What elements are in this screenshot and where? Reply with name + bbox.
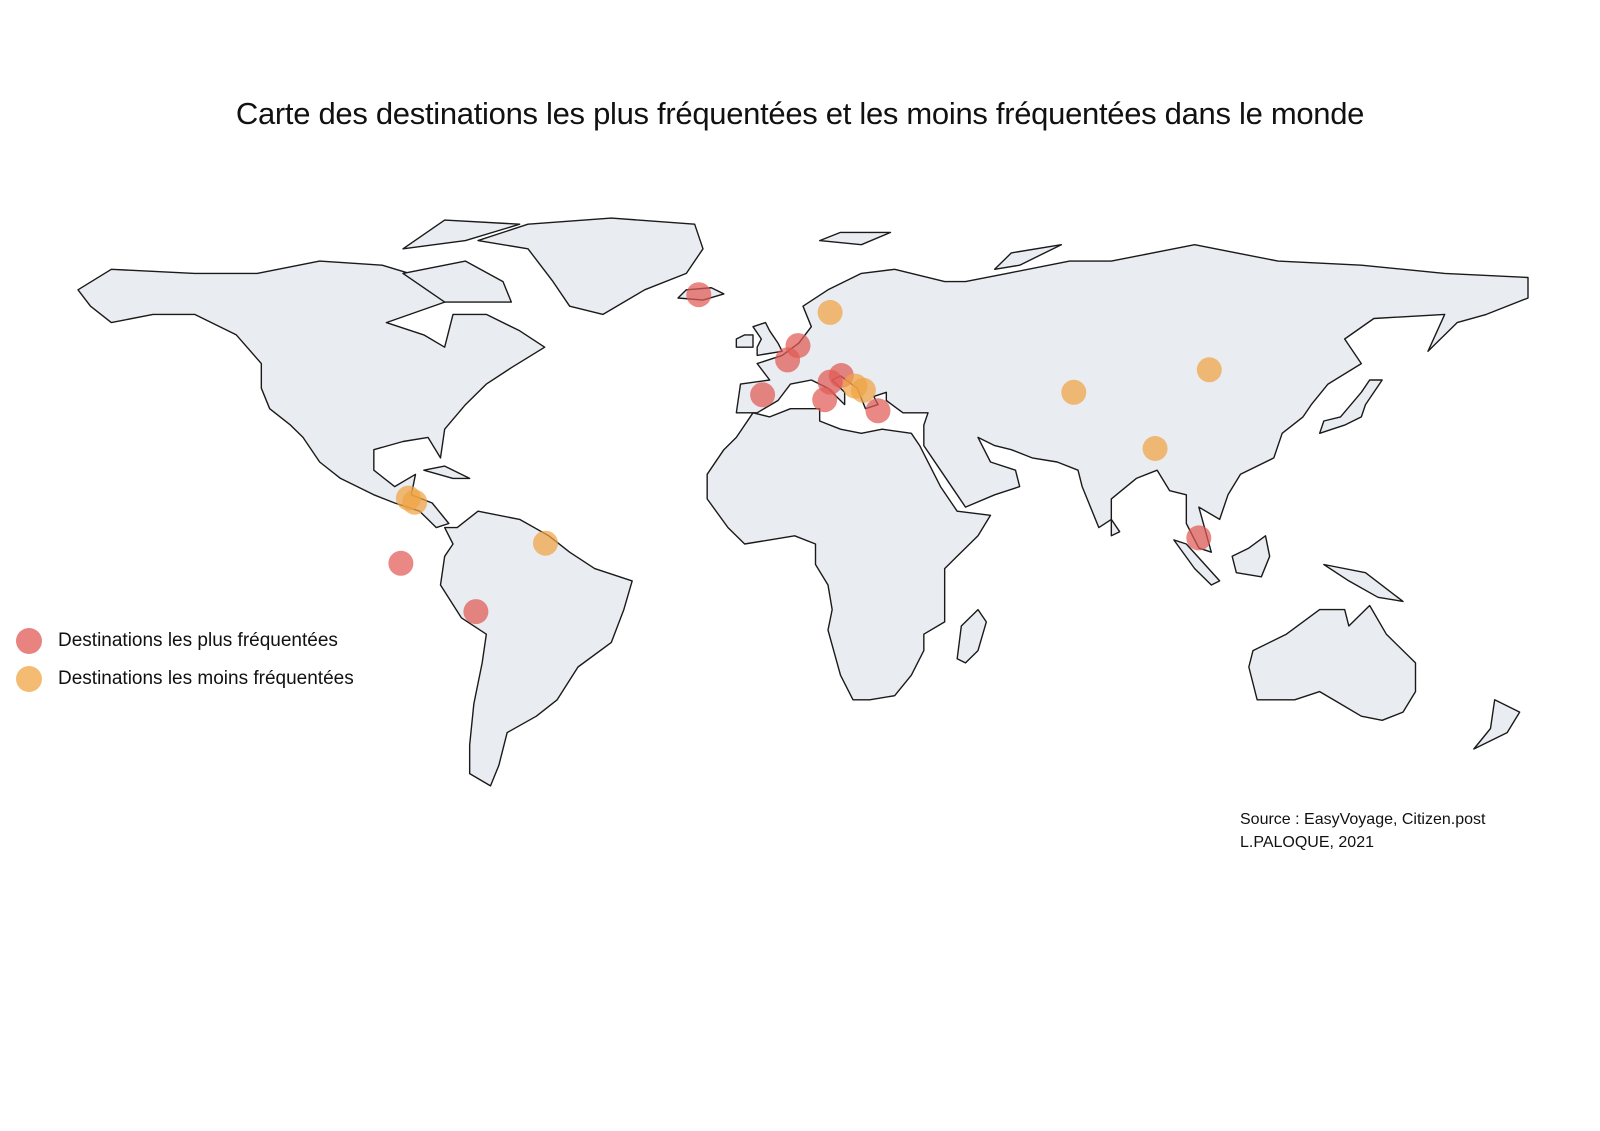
destination-marker-most-11 — [1186, 525, 1212, 551]
author-line: L.PALOQUE, 2021 — [1240, 834, 1374, 851]
landmass-svalbard — [818, 231, 892, 246]
landmass-south-america — [439, 510, 633, 787]
landmass-borneo — [1231, 535, 1271, 578]
destination-marker-least-14 — [850, 377, 876, 403]
destination-marker-most-4 — [750, 382, 776, 408]
landmass-sumatra — [1173, 539, 1221, 586]
destination-marker-most-1 — [686, 282, 712, 308]
legend-swatch-least — [16, 666, 42, 692]
destination-markers — [388, 282, 1222, 625]
landmass-eurasia — [735, 243, 1529, 553]
destination-marker-least-20 — [533, 530, 558, 556]
landmass-australia — [1248, 604, 1417, 721]
landmass-ellesmere — [402, 219, 521, 250]
destination-marker-most-9 — [388, 550, 414, 576]
destination-marker-least-16 — [1196, 357, 1222, 383]
legend-item-least: Destinations les moins fréquentées — [16, 660, 354, 698]
landmass-sri-lanka — [1110, 518, 1121, 537]
source-note: Source : EasyVoyage, Citizen.post L.PALO… — [1240, 808, 1485, 854]
destination-marker-most-10 — [463, 599, 489, 625]
destination-marker-least-12 — [817, 299, 843, 325]
source-line: Source : EasyVoyage, Citizen.post — [1240, 811, 1486, 828]
landmass-greenland — [477, 217, 704, 316]
landmass-madagascar — [956, 608, 988, 664]
landmass-ireland — [735, 334, 754, 348]
legend-label-most: Destinations les plus fréquentées — [58, 630, 338, 651]
destination-marker-least-17 — [1142, 436, 1168, 461]
landmass-new-guinea — [1323, 563, 1404, 603]
landmass-new-zealand — [1473, 699, 1521, 750]
legend-item-most: Destinations les plus fréquentées — [16, 622, 354, 660]
legend: Destinations les plus fréquentées Destin… — [16, 622, 354, 698]
landmass-cuba — [423, 465, 471, 480]
landmass-north-america — [77, 260, 546, 529]
landmass-baffin — [402, 260, 513, 303]
destination-marker-most-6 — [812, 387, 838, 413]
legend-swatch-most — [16, 628, 42, 654]
world-land-layer — [77, 217, 1529, 787]
destination-marker-most-3 — [775, 347, 801, 373]
destination-marker-least-15 — [1061, 379, 1087, 405]
landmass-africa — [706, 408, 992, 701]
map-title: Carte des destinations les plus fréquent… — [235, 96, 1365, 131]
landmass-novaya-zemlya — [993, 243, 1063, 270]
destination-marker-most-8 — [865, 398, 891, 424]
destination-marker-least-19 — [402, 489, 428, 515]
landmass-uk — [752, 321, 783, 357]
landmass-japan — [1318, 379, 1383, 434]
legend-label-least: Destinations les moins fréquentées — [58, 668, 354, 689]
